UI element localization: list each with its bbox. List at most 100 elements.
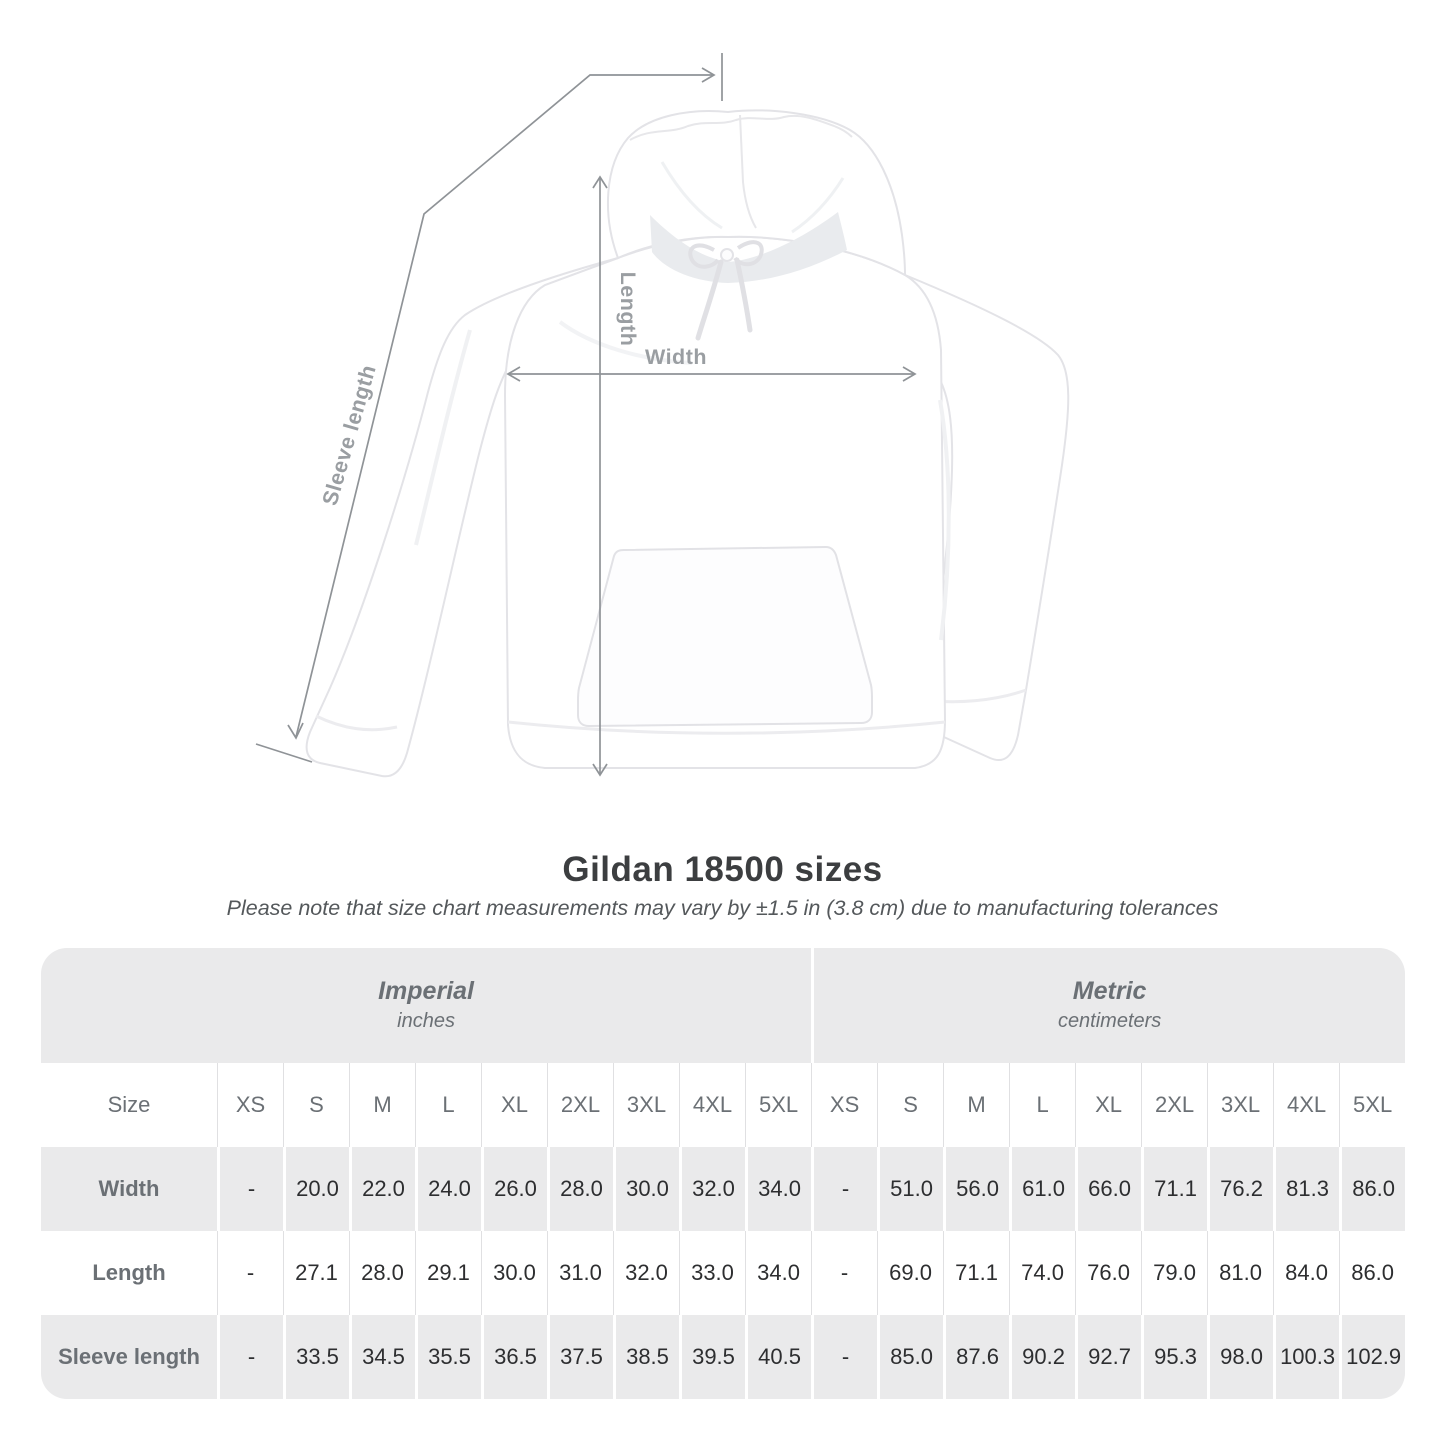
value-cell: 66.0 (1075, 1147, 1142, 1231)
value-cell: 56.0 (943, 1147, 1010, 1231)
value-cell: 33.0 (679, 1231, 745, 1315)
row-label: Width (41, 1147, 217, 1231)
value-cell: 79.0 (1141, 1231, 1208, 1315)
value-cell: 28.0 (349, 1231, 415, 1315)
value-cell: 74.0 (1009, 1231, 1076, 1315)
value-cell: 38.5 (613, 1315, 679, 1399)
value-cell: 95.3 (1141, 1315, 1208, 1399)
value-cell: 32.0 (679, 1147, 745, 1231)
size-header-cell: S (283, 1063, 349, 1147)
value-cell: - (811, 1315, 878, 1399)
sleeve-length-row: Sleeve length - 33.5 34.5 35.5 36.5 37.5… (41, 1315, 1406, 1399)
value-cell: 76.2 (1207, 1147, 1274, 1231)
value-cell: 29.1 (415, 1231, 481, 1315)
value-cell: 39.5 (679, 1315, 745, 1399)
width-row: Width - 20.0 22.0 24.0 26.0 28.0 30.0 32… (41, 1147, 1406, 1231)
size-header-cell: 2XL (1141, 1063, 1208, 1147)
value-cell: 28.0 (547, 1147, 613, 1231)
hoodie-measurement-diagram: Width Length Sleeve length (255, 53, 1070, 778)
value-cell: 100.3 (1273, 1315, 1340, 1399)
value-cell: 26.0 (481, 1147, 547, 1231)
size-header-cell: XS (217, 1063, 283, 1147)
value-cell: 30.0 (613, 1147, 679, 1231)
imperial-section-header: Imperial inches (41, 948, 812, 1063)
hood-drawstrings (688, 240, 764, 341)
value-cell: 90.2 (1009, 1315, 1076, 1399)
value-cell: 71.1 (943, 1231, 1010, 1315)
value-cell: 33.5 (283, 1315, 349, 1399)
size-header-cell: XL (1075, 1063, 1142, 1147)
value-cell: 86.0 (1339, 1231, 1406, 1315)
tolerance-note: Please note that size chart measurements… (226, 896, 1219, 920)
value-cell: 87.6 (943, 1315, 1010, 1399)
metric-unit: centimeters (1057, 1010, 1162, 1033)
size-header-cell: 3XL (1207, 1063, 1274, 1147)
length-arrow (592, 175, 608, 777)
value-cell: 27.1 (283, 1231, 349, 1315)
value-cell: 84.0 (1273, 1231, 1340, 1315)
length-row: Length - 27.1 28.0 29.1 30.0 31.0 32.0 3… (41, 1231, 1406, 1315)
unit-band-row: Imperial inches Metric centimeters (41, 948, 1406, 1063)
size-header-cell: XL (481, 1063, 547, 1147)
value-cell: 102.9 (1339, 1315, 1406, 1399)
value-cell: 35.5 (415, 1315, 481, 1399)
value-cell: 81.3 (1273, 1147, 1340, 1231)
value-cell: 34.0 (745, 1147, 812, 1231)
size-header-cell: M (943, 1063, 1010, 1147)
width-arrow (506, 366, 917, 382)
size-header-cell: 3XL (613, 1063, 679, 1147)
value-cell: 98.0 (1207, 1315, 1274, 1399)
value-cell: 34.5 (349, 1315, 415, 1399)
imperial-title: Imperial (378, 976, 474, 1005)
value-cell: - (811, 1147, 878, 1231)
value-cell: 85.0 (877, 1315, 944, 1399)
row-label: Length (41, 1231, 217, 1315)
value-cell: 86.0 (1339, 1147, 1406, 1231)
size-header-cell: 2XL (547, 1063, 613, 1147)
value-cell: 30.0 (481, 1231, 547, 1315)
size-header-cell: 5XL (1339, 1063, 1406, 1147)
value-cell: 71.1 (1141, 1147, 1208, 1231)
value-cell: - (217, 1315, 283, 1399)
size-header-cell: XS (811, 1063, 878, 1147)
size-header-cell: 4XL (1273, 1063, 1340, 1147)
value-cell: 51.0 (877, 1147, 944, 1231)
metric-title: Metric (1072, 976, 1147, 1005)
size-header-cell: S (877, 1063, 944, 1147)
size-header-cell: L (415, 1063, 481, 1147)
value-cell: 34.0 (745, 1231, 812, 1315)
sleeve-length-label: Sleeve length (318, 362, 381, 508)
measurement-lines (255, 53, 917, 777)
sleeve-length-arrow (255, 53, 723, 763)
hoodie-illustration (305, 109, 1070, 778)
imperial-unit: inches (397, 1010, 455, 1033)
value-cell: 40.5 (745, 1315, 812, 1399)
width-label: Width (645, 345, 707, 369)
value-cell: 36.5 (481, 1315, 547, 1399)
size-header-row: Size XS S M L XL 2XL 3XL 4XL 5XL XS S M … (41, 1063, 1406, 1147)
value-cell: 92.7 (1075, 1315, 1142, 1399)
value-cell: 31.0 (547, 1231, 613, 1315)
value-cell: - (217, 1147, 283, 1231)
metric-section-header: Metric centimeters (811, 948, 1406, 1063)
size-header-cell: 5XL (745, 1063, 812, 1147)
value-cell: 37.5 (547, 1315, 613, 1399)
length-label: Length (616, 272, 640, 347)
size-header-cell: M (349, 1063, 415, 1147)
value-cell: 20.0 (283, 1147, 349, 1231)
row-label: Sleeve length (41, 1315, 217, 1399)
value-cell: - (811, 1231, 878, 1315)
size-header-cell: 4XL (679, 1063, 745, 1147)
value-cell: 24.0 (415, 1147, 481, 1231)
size-column-header: Size (41, 1063, 217, 1147)
value-cell: 61.0 (1009, 1147, 1076, 1231)
size-table: Imperial inches Metric centimeters Size … (41, 948, 1406, 1399)
page-title: Gildan 18500 sizes (562, 850, 883, 889)
value-cell: - (217, 1231, 283, 1315)
value-cell: 76.0 (1075, 1231, 1142, 1315)
value-cell: 69.0 (877, 1231, 944, 1315)
value-cell: 22.0 (349, 1147, 415, 1231)
size-header-cell: L (1009, 1063, 1076, 1147)
value-cell: 81.0 (1207, 1231, 1274, 1315)
